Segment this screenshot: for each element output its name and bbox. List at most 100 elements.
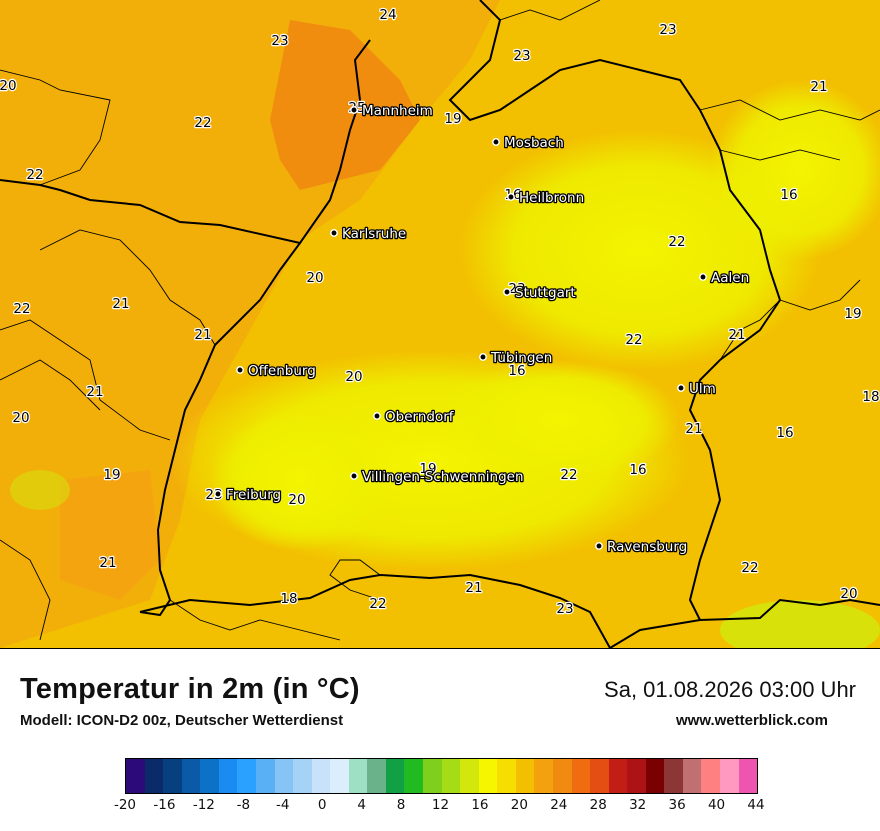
city-label: Freiburg xyxy=(226,487,281,503)
color-scale-legend xyxy=(125,758,758,794)
temperature-value: 22 xyxy=(668,234,685,250)
temperature-value: 20 xyxy=(345,369,362,385)
legend-swatch xyxy=(311,759,331,793)
legend-tick-label: 40 xyxy=(707,797,726,813)
temperature-value: 23 xyxy=(556,601,573,617)
city-marker xyxy=(595,542,603,550)
city-marker xyxy=(373,412,381,420)
temperature-value: 22 xyxy=(625,332,642,348)
legend-swatch xyxy=(460,759,479,793)
city-label: Stuttgart xyxy=(515,285,576,301)
city-marker xyxy=(330,229,338,237)
legend-tick-label: 32 xyxy=(629,797,647,813)
legend-swatch xyxy=(608,759,628,793)
legend-tick-label: -16 xyxy=(153,797,176,813)
temperature-value: 18 xyxy=(862,389,879,405)
city-marker xyxy=(699,273,707,281)
city-label: Offenburg xyxy=(248,363,316,379)
legend-swatch xyxy=(330,759,349,793)
legend-swatch xyxy=(274,759,294,793)
city-marker xyxy=(214,490,222,498)
legend-tick-label: 16 xyxy=(471,797,489,813)
legend-swatch xyxy=(515,759,535,793)
temperature-value: 21 xyxy=(112,296,129,312)
temperature-value: 22 xyxy=(560,467,577,483)
model-info: Modell: ICON-D2 00z, Deutscher Wetterdie… xyxy=(20,712,344,729)
map-title: Temperatur in 2m (in °C) xyxy=(20,673,360,705)
legend-tick-label: 12 xyxy=(431,797,450,813)
legend-tick-label: 4 xyxy=(357,797,366,813)
temperature-value: 16 xyxy=(629,462,646,478)
legend-swatch xyxy=(682,759,702,793)
legend-swatch xyxy=(590,759,609,793)
temperature-value: 20 xyxy=(0,78,17,94)
temperature-value: 16 xyxy=(508,363,525,379)
temperature-value: 19 xyxy=(103,467,120,483)
city-marker xyxy=(503,288,511,296)
city-label: Karlsruhe xyxy=(342,226,406,242)
legend-swatch xyxy=(645,759,665,793)
legend-swatch xyxy=(348,759,368,793)
legend-tick-label: 36 xyxy=(668,797,686,813)
legend-swatch xyxy=(478,759,498,793)
legend-tick-label: 28 xyxy=(589,797,607,813)
legend-swatch xyxy=(664,759,683,793)
website-link[interactable]: www.wetterblick.com xyxy=(676,712,828,729)
temperature-value: 23 xyxy=(513,48,530,64)
legend-swatch xyxy=(720,759,739,793)
temperature-value: 16 xyxy=(776,425,793,441)
city-label: Heilbronn xyxy=(519,190,584,206)
temperature-value: 21 xyxy=(86,384,103,400)
legend-swatch xyxy=(181,759,201,793)
legend-tick-label: 8 xyxy=(396,797,406,813)
city-marker xyxy=(507,193,515,201)
legend-swatch xyxy=(385,759,405,793)
legend-swatch xyxy=(701,759,720,793)
temperature-value: 22 xyxy=(741,560,758,576)
temperature-value: 18 xyxy=(280,591,297,607)
temperature-value: 19 xyxy=(844,306,861,322)
temperature-value: 21 xyxy=(728,327,745,343)
temperature-value: 23 xyxy=(659,22,676,38)
legend-tick-label: -12 xyxy=(192,797,215,813)
legend-swatch xyxy=(497,759,516,793)
legend-swatch xyxy=(627,759,646,793)
legend-swatch xyxy=(571,759,591,793)
legend-tick-label: 0 xyxy=(317,797,327,813)
legend-tick-label: -4 xyxy=(276,797,290,813)
legend-swatch xyxy=(404,759,423,793)
temperature-value: 22 xyxy=(13,301,30,317)
legend-swatch xyxy=(293,759,312,793)
forecast-datetime: Sa, 01.08.2026 03:00 Uhr xyxy=(604,677,856,702)
legend-tick-label: 44 xyxy=(747,797,765,813)
city-label: Oberndorf xyxy=(385,409,455,425)
temperature-value: 24 xyxy=(379,7,396,23)
temperature-value: 23 xyxy=(508,281,525,297)
city-marker xyxy=(350,106,358,114)
legend-swatch xyxy=(423,759,442,793)
temperature-value: 21 xyxy=(194,327,211,343)
city-label: Tübingen xyxy=(490,350,552,366)
temperature-value: 21 xyxy=(465,580,482,596)
legend-tick-label: 24 xyxy=(550,797,568,813)
temperature-value: 22 xyxy=(369,596,386,612)
legend-swatch xyxy=(237,759,256,793)
city-marker xyxy=(236,366,244,374)
legend-tick-label: 20 xyxy=(510,797,528,813)
city-marker xyxy=(479,353,487,361)
temperature-value: 20 xyxy=(288,492,305,508)
legend-swatch xyxy=(552,759,572,793)
legend-swatch xyxy=(144,759,164,793)
temperature-value: 21 xyxy=(810,79,827,95)
city-label: Aalen xyxy=(711,270,749,286)
temperature-value: 16 xyxy=(780,187,797,203)
legend-swatch xyxy=(738,759,758,793)
legend-swatch xyxy=(367,759,386,793)
city-label: Mannheim xyxy=(362,103,433,119)
legend-tick-label: -20 xyxy=(113,797,137,813)
temperature-value: 23 xyxy=(271,33,288,49)
city-label: Mosbach xyxy=(504,135,564,151)
city-label: Villingen-Schwenningen xyxy=(362,469,524,485)
legend-swatch xyxy=(255,759,275,793)
temperature-value: 21 xyxy=(685,421,702,437)
